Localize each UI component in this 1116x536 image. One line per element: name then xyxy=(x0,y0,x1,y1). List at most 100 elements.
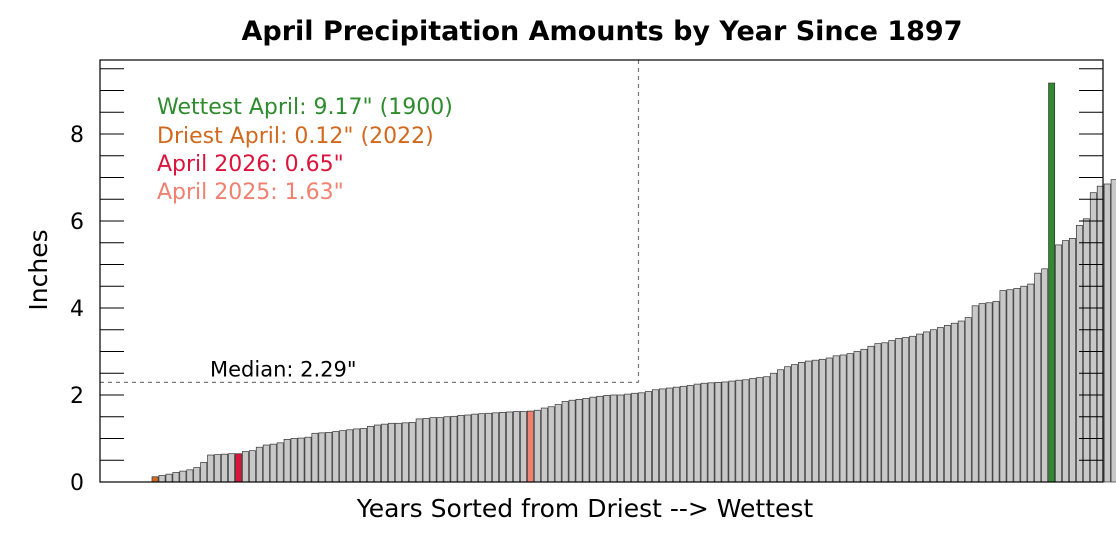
bar xyxy=(658,388,666,483)
bar xyxy=(791,364,798,483)
bar xyxy=(679,385,687,483)
bar xyxy=(686,385,694,483)
bar xyxy=(450,415,458,483)
y-tick-label: 4 xyxy=(70,297,84,322)
bar xyxy=(784,366,791,483)
bar xyxy=(464,414,472,483)
bar xyxy=(874,343,882,483)
bar xyxy=(1075,224,1083,483)
bar xyxy=(255,446,263,483)
bar xyxy=(672,386,680,483)
bar xyxy=(519,411,527,483)
bar xyxy=(964,317,972,483)
bar xyxy=(492,412,500,483)
bars-group xyxy=(151,82,1116,483)
bar xyxy=(582,398,590,483)
bar xyxy=(422,418,430,483)
bar xyxy=(1006,289,1014,483)
bar xyxy=(957,320,965,483)
bar xyxy=(1034,272,1042,483)
bar xyxy=(332,431,340,483)
plot-frame xyxy=(99,59,1104,483)
bar xyxy=(485,412,493,483)
bar xyxy=(478,413,486,483)
bar xyxy=(1069,238,1076,483)
bar xyxy=(415,418,423,483)
bar xyxy=(825,357,833,483)
bar xyxy=(909,335,917,483)
bar xyxy=(999,290,1007,483)
bar xyxy=(207,454,215,483)
bar xyxy=(387,422,395,483)
bar xyxy=(214,454,222,483)
bar xyxy=(853,351,861,483)
bar xyxy=(394,422,402,483)
bar xyxy=(950,322,958,483)
chart-title: April Precipitation Amounts by Year Sinc… xyxy=(242,16,963,47)
bar xyxy=(297,437,305,483)
median-label: Median: 2.29" xyxy=(210,357,357,381)
bar xyxy=(262,444,270,483)
bar xyxy=(506,411,513,483)
bar xyxy=(360,428,368,483)
annotation-april-2026: April 2026: 0.65" xyxy=(157,152,344,177)
bar xyxy=(895,338,903,483)
bar xyxy=(603,395,611,483)
bar xyxy=(992,301,1000,483)
bar xyxy=(339,430,347,483)
bar xyxy=(902,337,910,483)
highlight-bar xyxy=(235,453,242,483)
bar xyxy=(770,372,778,483)
bar xyxy=(777,369,785,483)
bar xyxy=(1103,183,1111,483)
bar xyxy=(589,396,597,483)
bar xyxy=(325,432,333,483)
y-tick-label: 8 xyxy=(70,123,84,148)
bar xyxy=(381,423,388,483)
bar xyxy=(721,381,729,483)
bar xyxy=(665,387,673,483)
bar xyxy=(756,377,764,483)
bar xyxy=(533,409,541,483)
bar xyxy=(1110,179,1116,483)
bar xyxy=(228,453,235,483)
bar xyxy=(930,329,937,483)
bar xyxy=(832,355,840,483)
bar xyxy=(610,394,618,483)
bar xyxy=(346,429,354,483)
bar xyxy=(804,360,812,483)
bar xyxy=(1027,283,1035,483)
bar xyxy=(374,424,381,483)
bar xyxy=(916,333,924,483)
annotation-block: Wettest April: 9.17" (1900) Driest April… xyxy=(157,95,453,205)
bar xyxy=(936,327,944,483)
bar xyxy=(818,358,826,483)
bar xyxy=(318,432,326,483)
bar xyxy=(700,382,708,483)
y-tick-label: 0 xyxy=(70,471,84,496)
bar xyxy=(652,389,659,483)
bar xyxy=(408,422,416,483)
bar xyxy=(311,432,319,483)
bar xyxy=(499,412,507,483)
highlight-bar xyxy=(1048,82,1056,483)
bar xyxy=(283,439,291,483)
bar xyxy=(742,379,750,483)
bar xyxy=(276,442,284,483)
bar xyxy=(471,413,479,483)
bar xyxy=(1013,288,1021,483)
bar xyxy=(728,380,736,483)
bar xyxy=(367,425,374,483)
bar xyxy=(978,303,986,483)
annotation-wettest: Wettest April: 9.17" (1900) xyxy=(157,95,453,120)
bar xyxy=(554,404,562,483)
bar xyxy=(165,473,173,483)
bar xyxy=(457,415,465,483)
bar xyxy=(624,393,632,483)
bar xyxy=(735,379,743,483)
bar xyxy=(158,475,166,483)
bar xyxy=(1055,244,1063,483)
y-tick-label: 6 xyxy=(70,210,84,235)
bar xyxy=(1020,285,1028,483)
